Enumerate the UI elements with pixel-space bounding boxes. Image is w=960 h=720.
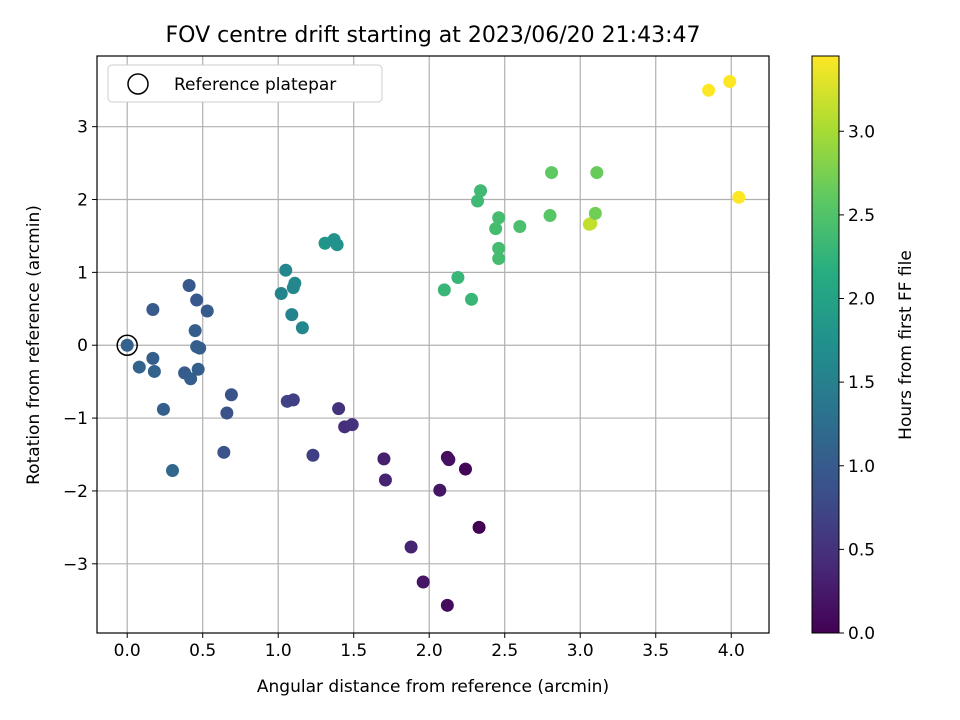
data-point — [146, 351, 160, 365]
data-point — [492, 211, 506, 225]
data-point — [188, 324, 202, 338]
data-point — [220, 406, 234, 420]
data-point — [545, 166, 559, 180]
data-point — [465, 292, 479, 306]
scatter-points — [116, 74, 746, 612]
legend: Reference platepar — [107, 64, 383, 103]
y-tick-label: −3 — [63, 555, 88, 575]
data-point — [332, 402, 346, 416]
data-point — [191, 362, 205, 376]
data-point — [492, 241, 506, 255]
data-point — [472, 520, 486, 534]
data-point — [377, 452, 391, 466]
data-point — [306, 448, 320, 462]
data-point — [416, 575, 430, 589]
colorbar-label: Hours from first FF file — [896, 250, 916, 440]
data-point — [433, 483, 447, 497]
data-point — [442, 453, 456, 467]
colorbar-tick-label: 0.5 — [848, 540, 875, 560]
data-point — [474, 184, 488, 198]
colorbar-tick-label: 2.5 — [848, 206, 875, 226]
legend-marker-reference — [127, 73, 149, 95]
data-point — [702, 83, 716, 97]
data-point — [440, 598, 454, 612]
y-axis-ticks: −3 −2 −1 0 1 2 3 — [63, 118, 97, 575]
x-tick-label: 1.5 — [340, 641, 367, 661]
data-point — [732, 190, 746, 204]
data-point — [224, 388, 238, 402]
data-point — [489, 222, 503, 236]
data-point — [451, 270, 465, 284]
data-point — [286, 393, 300, 407]
data-point — [723, 74, 737, 88]
y-axis-label: Rotation from reference (arcmin) — [24, 205, 44, 485]
data-point — [147, 364, 161, 378]
data-point — [200, 304, 214, 318]
x-tick-label: 0.5 — [189, 641, 216, 661]
x-axis-ticks: 0.0 0.5 1.0 1.5 2.0 2.5 3.0 3.5 4.0 — [114, 633, 745, 661]
data-point — [295, 321, 309, 335]
data-point — [146, 303, 160, 317]
data-point — [166, 464, 180, 478]
data-point — [182, 278, 196, 292]
x-tick-label: 0.0 — [114, 641, 141, 661]
colorbar-ticks: 0.0 0.5 1.0 1.5 2.0 2.5 3.0 — [839, 122, 875, 644]
data-point — [184, 372, 198, 386]
data-point — [543, 209, 557, 223]
y-tick-label: 0 — [77, 336, 88, 356]
x-axis-label: Angular distance from reference (arcmin) — [257, 677, 609, 697]
data-point — [588, 206, 602, 220]
grid — [97, 56, 769, 633]
y-tick-label: −1 — [63, 409, 88, 429]
x-tick-label: 3.0 — [567, 641, 594, 661]
y-tick-label: 1 — [77, 263, 88, 283]
x-tick-label: 4.0 — [718, 641, 745, 661]
data-point — [274, 287, 288, 301]
data-point — [120, 338, 134, 352]
colorbar-tick-label: 0.0 — [848, 624, 875, 644]
data-point — [190, 293, 204, 307]
data-point — [471, 194, 485, 208]
colorbar-tick-label: 2.0 — [848, 290, 875, 310]
data-point — [279, 263, 293, 277]
plot-frame — [96, 55, 770, 634]
data-point — [437, 283, 451, 297]
data-point — [590, 166, 604, 180]
data-point — [513, 219, 527, 233]
data-point — [193, 341, 207, 355]
data-point — [345, 418, 359, 432]
reference-marker — [116, 334, 138, 356]
colorbar-tick-label: 3.0 — [848, 122, 875, 142]
legend-entry-reference: Reference platepar — [174, 75, 336, 95]
data-point — [132, 360, 146, 374]
colorbar: 0.0 0.5 1.0 1.5 2.0 2.5 3.0 Hours from first F… — [811, 55, 916, 644]
x-tick-label: 3.5 — [642, 641, 669, 661]
y-tick-label: 2 — [77, 191, 88, 211]
data-point — [285, 308, 299, 322]
y-tick-label: −2 — [63, 482, 88, 502]
x-tick-label: 2.0 — [416, 641, 443, 661]
legend-box — [107, 64, 383, 103]
data-point — [217, 445, 231, 459]
data-point — [156, 402, 170, 416]
data-point — [492, 252, 506, 266]
data-point — [584, 217, 598, 231]
x-tick-label: 2.5 — [491, 641, 518, 661]
y-tick-label: 3 — [77, 118, 88, 138]
data-point — [378, 473, 392, 487]
colorbar-tick-label: 1.5 — [848, 373, 875, 393]
data-point — [404, 540, 418, 554]
data-point — [330, 238, 344, 252]
colorbar-gradient — [811, 55, 840, 634]
data-point — [288, 276, 302, 290]
x-tick-label: 1.0 — [265, 641, 292, 661]
data-point — [458, 462, 472, 476]
colorbar-tick-label: 1.0 — [848, 457, 875, 477]
chart-title: FOV centre drift starting at 2023/06/20 … — [166, 23, 701, 48]
